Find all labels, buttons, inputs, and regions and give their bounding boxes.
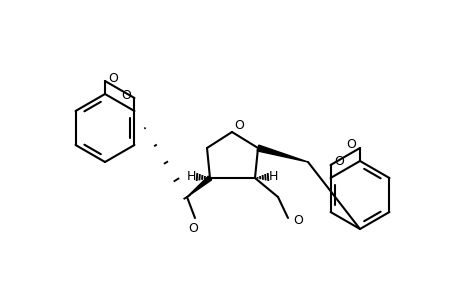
- Text: O: O: [234, 118, 243, 131]
- Text: O: O: [188, 221, 197, 235]
- Text: H: H: [186, 169, 196, 182]
- Text: O: O: [345, 137, 355, 151]
- Text: O: O: [292, 214, 302, 227]
- Text: O: O: [121, 88, 131, 101]
- Polygon shape: [257, 145, 308, 162]
- Text: O: O: [334, 154, 344, 167]
- Polygon shape: [187, 176, 211, 197]
- Text: H: H: [269, 169, 278, 182]
- Text: O: O: [108, 71, 118, 85]
